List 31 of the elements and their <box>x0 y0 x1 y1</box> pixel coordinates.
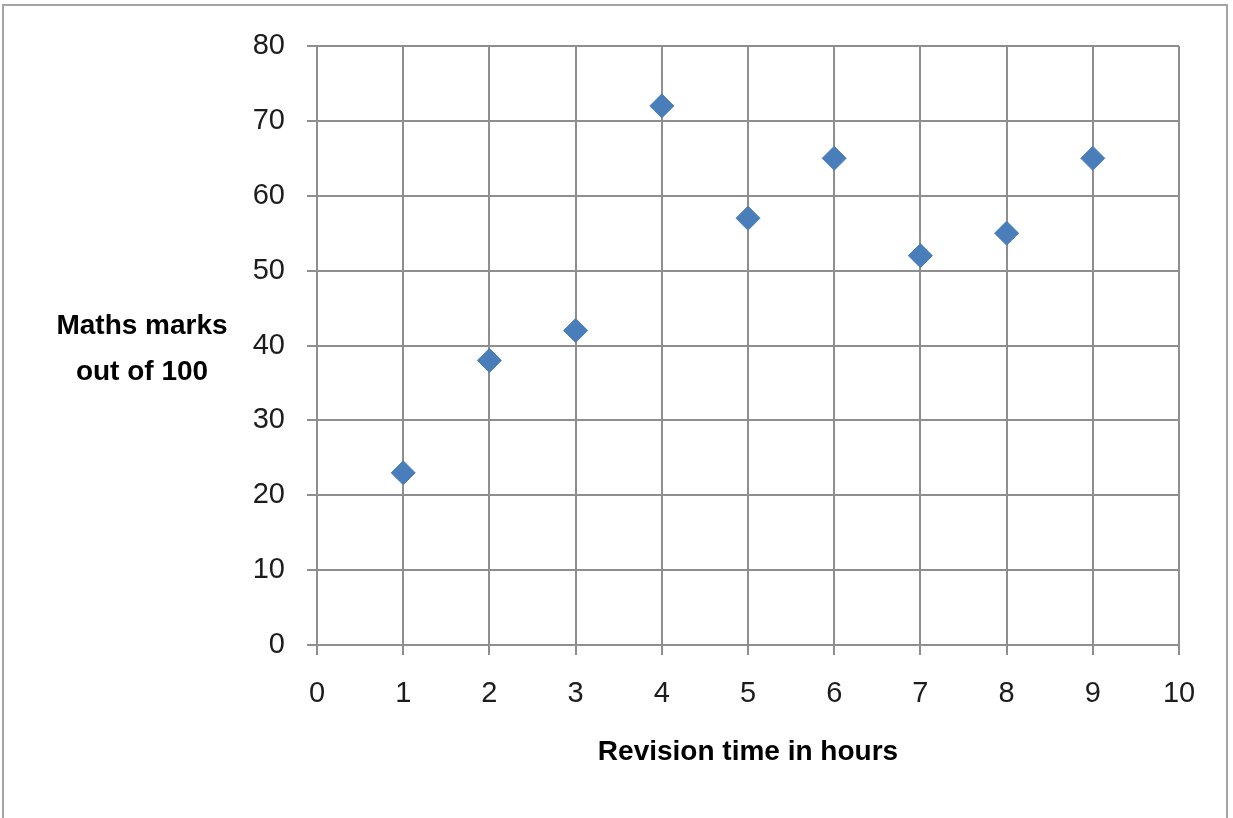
y-tick-label: 20 <box>252 477 285 510</box>
x-tick-label: 3 <box>567 676 584 709</box>
x-axis-title: Revision time in hours <box>597 734 899 766</box>
point <box>649 93 675 119</box>
x-tick-label: 9 <box>1084 676 1101 709</box>
y-tick-label: 80 <box>252 28 285 60</box>
point <box>1080 145 1106 171</box>
x-tick-label: 5 <box>739 676 757 709</box>
x-tick-label: 0 <box>308 676 326 709</box>
point <box>390 460 416 486</box>
point <box>563 318 589 344</box>
x-tick-label: 7 <box>912 676 929 709</box>
y-tick-label: 10 <box>252 552 285 585</box>
y-tick-label: 0 <box>268 627 285 659</box>
point <box>994 220 1020 246</box>
x-tick-label: 8 <box>998 676 1015 709</box>
point <box>907 243 933 269</box>
y-tick-label: 30 <box>252 402 285 435</box>
point <box>735 205 761 231</box>
y-axis-title: Maths marks out of 100 <box>55 308 229 388</box>
x-tick-label: 4 <box>653 676 670 709</box>
point <box>821 145 847 171</box>
point <box>476 347 502 373</box>
y-tick-label: 70 <box>252 102 285 135</box>
y-tick-label: 50 <box>252 252 285 285</box>
x-tick-label: 1 <box>395 676 412 709</box>
y-tick-label: 40 <box>252 327 285 360</box>
x-tick-label: 6 <box>826 676 843 709</box>
x-tick-label: 10 <box>1162 676 1196 709</box>
y-tick-label: 60 <box>252 177 285 210</box>
x-tick-label: 2 <box>481 676 498 709</box>
